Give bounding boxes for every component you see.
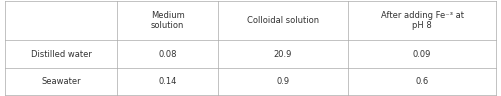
Text: After adding Fe⁻³ at
pH 8: After adding Fe⁻³ at pH 8 <box>381 11 463 30</box>
Text: 0.08: 0.08 <box>158 50 177 59</box>
Text: 0.09: 0.09 <box>413 50 431 59</box>
Text: 0.9: 0.9 <box>277 77 290 86</box>
Text: Seawater: Seawater <box>42 77 81 86</box>
Text: Colloidal solution: Colloidal solution <box>247 16 319 25</box>
Text: 20.9: 20.9 <box>274 50 292 59</box>
Text: 0.6: 0.6 <box>415 77 429 86</box>
Text: Distilled water: Distilled water <box>31 50 92 59</box>
Text: 0.14: 0.14 <box>158 77 177 86</box>
Text: Medium
solution: Medium solution <box>151 11 184 30</box>
